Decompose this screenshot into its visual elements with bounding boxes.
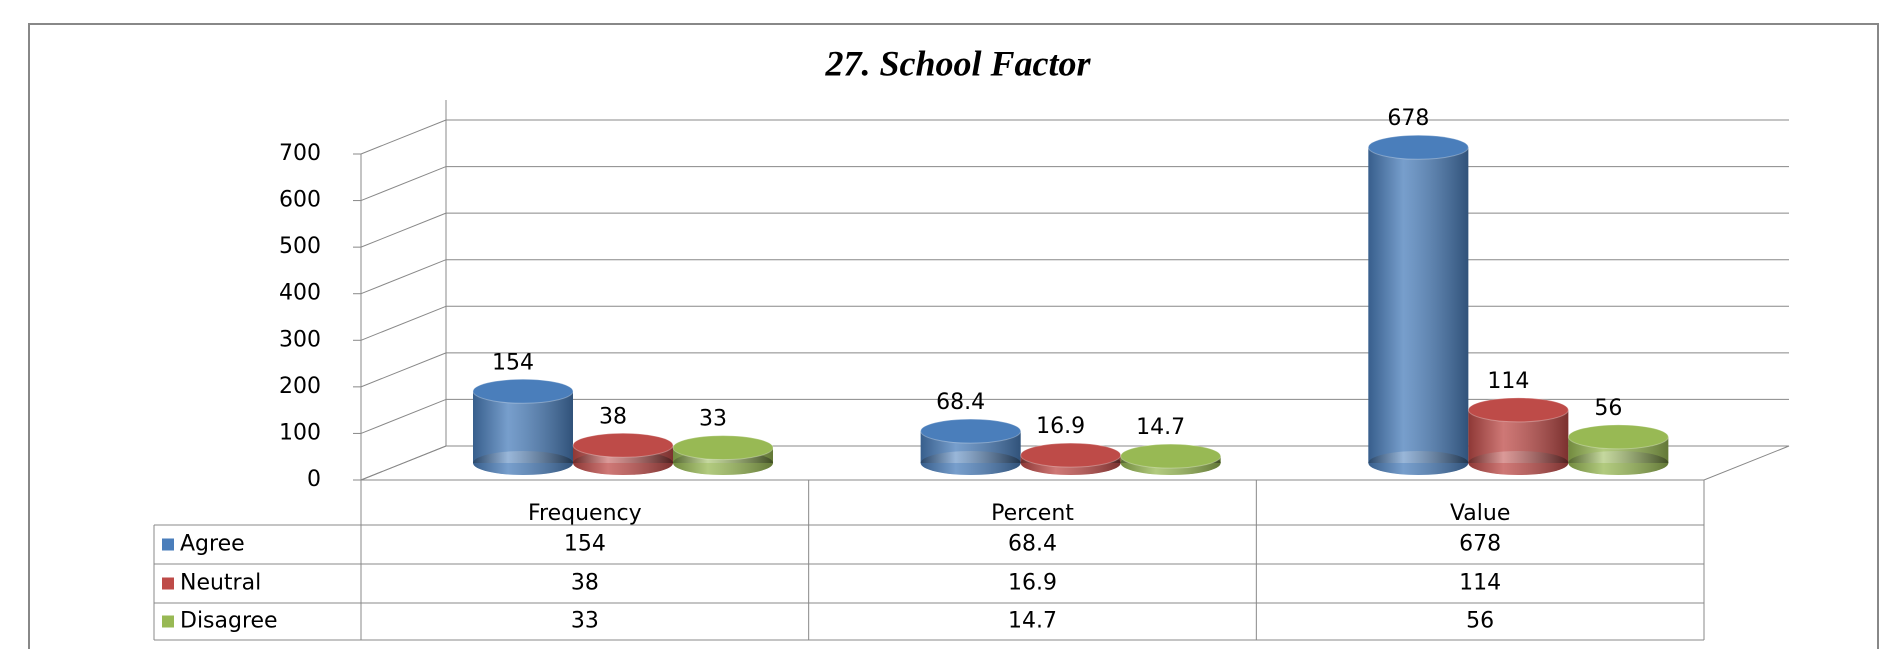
bar-top [472, 378, 574, 404]
chart-title: 27. School Factor [824, 43, 1091, 83]
x-tick-label: Value [1450, 501, 1510, 526]
bar-top [1020, 442, 1122, 468]
table-cell: 68.4 [1008, 532, 1057, 557]
table-cell: 38 [571, 571, 599, 596]
bar-top [1367, 134, 1469, 160]
value-label: 678 [1387, 106, 1429, 131]
legend-key [162, 615, 174, 628]
grid-line [360, 305, 447, 341]
legend-key [162, 577, 174, 590]
x-tick-label: Percent [991, 501, 1074, 526]
table-cell: 154 [564, 532, 606, 557]
table-cell: 678 [1459, 532, 1501, 557]
table-cell: 14.7 [1008, 609, 1057, 634]
bar-shade [1368, 147, 1469, 463]
value-label: 16.9 [1036, 414, 1085, 439]
legend-label: Neutral [180, 571, 261, 596]
bar-top [920, 418, 1022, 444]
value-label: 33 [699, 407, 727, 432]
legend-label: Disagree [180, 609, 278, 634]
x-tick-label: Frequency [528, 501, 642, 526]
grid-line [360, 259, 447, 295]
bar-top [1120, 443, 1222, 469]
table-cell: 16.9 [1008, 571, 1057, 596]
y-tick-label: 700 [279, 141, 321, 166]
bar-top [1467, 397, 1569, 423]
y-tick-label: 0 [307, 467, 321, 492]
grid-line [360, 166, 447, 202]
grid-line [360, 352, 447, 388]
bar-top [572, 432, 674, 458]
value-label: 38 [599, 404, 627, 429]
value-label: 14.7 [1136, 415, 1185, 440]
table-cell: 114 [1459, 571, 1501, 596]
grid-line [360, 398, 447, 434]
grid-line [360, 119, 447, 155]
chart-frame [28, 23, 1879, 649]
y-tick-label: 400 [279, 281, 321, 306]
bar-base-shade [1568, 451, 1669, 475]
bar-base-shade [473, 451, 573, 475]
value-label: 56 [1594, 396, 1622, 421]
value-label: 68.4 [936, 390, 985, 415]
legend-key [162, 538, 174, 551]
y-tick-label: 300 [279, 327, 321, 352]
value-label: 154 [492, 350, 534, 375]
bar-base-shade [1468, 451, 1569, 475]
grid-line [360, 212, 447, 248]
y-tick-label: 500 [279, 234, 321, 259]
bar-base-shade [573, 451, 673, 475]
bar-base-shade [1368, 451, 1469, 475]
bar-base-shade [920, 451, 1021, 475]
grid-line [360, 445, 447, 481]
bar-top [672, 435, 774, 461]
table-cell: 33 [571, 609, 599, 634]
value-label: 114 [1487, 369, 1529, 394]
y-tick-label: 600 [279, 188, 321, 213]
table-cell: 56 [1466, 609, 1494, 634]
bar-top [1567, 424, 1669, 450]
y-tick-label: 200 [279, 374, 321, 399]
legend-label: Agree [180, 532, 245, 557]
y-tick-label: 100 [279, 420, 321, 445]
